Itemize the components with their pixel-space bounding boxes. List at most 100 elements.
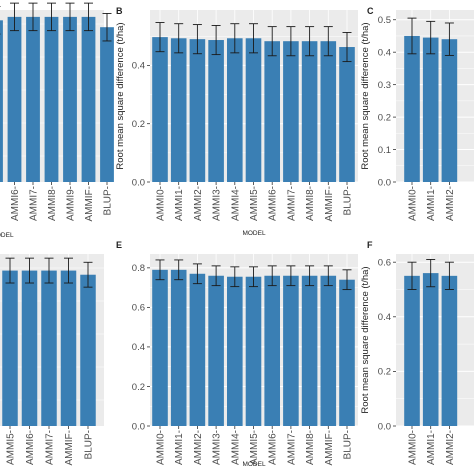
x-tick-label: AMMI6- — [268, 430, 279, 465]
y-axis-title: Root mean square difference (t/ha) — [360, 22, 371, 169]
x-tick-label: AMMI8- — [305, 186, 316, 221]
bar-blup — [339, 279, 355, 426]
bar-ammif — [320, 41, 337, 182]
x-tick-label: AMMI7- — [45, 430, 56, 465]
panel-letter: F — [367, 240, 373, 250]
bar-ammi0 — [404, 275, 420, 426]
y-tick-label: 0.0 — [378, 177, 391, 188]
bar-ammi1 — [170, 38, 187, 182]
x-tick-label: AMMI7- — [286, 186, 297, 221]
y-tick-label: 0.0 — [378, 421, 391, 432]
bar-ammi4 — [227, 276, 243, 426]
x-tick-label: AMMI2- — [445, 186, 456, 221]
x-tick-label: AMMI3- — [212, 186, 223, 221]
y-tick-label: 0.3 — [378, 80, 391, 91]
bar-ammi1 — [422, 37, 439, 183]
x-tick-label: AMMI4- — [230, 430, 241, 465]
bar-blup — [339, 47, 355, 182]
x-tick-label: AMMI0- — [156, 186, 167, 221]
x-tick-label: AMMI9- — [66, 186, 77, 221]
bar-ammi5 — [245, 38, 262, 182]
bar-ammi5 — [0, 20, 3, 182]
x-tick-label: AMMI0- — [408, 186, 419, 221]
bar-ammi1 — [170, 269, 187, 426]
y-tick-label: 0.6 — [132, 303, 145, 314]
panel-letter: B — [116, 6, 123, 16]
bar-ammi6 — [264, 275, 280, 426]
x-tick-label: AMMI5- — [0, 186, 3, 221]
x-tick-label: AMMI0- — [408, 430, 419, 465]
bar-ammi6 — [21, 270, 38, 426]
bar-ammi8 — [301, 275, 318, 426]
bar-ammi2 — [189, 39, 206, 182]
y-tick-label: 0.4 — [132, 61, 145, 72]
x-tick-label: AMMIF- — [324, 186, 335, 222]
bar-ammi6 — [7, 16, 22, 182]
x-tick-label: AMMI2- — [193, 430, 204, 465]
x-tick-label: AMMI1- — [174, 430, 185, 465]
bar-ammi7 — [283, 41, 299, 182]
x-tick-label: AMMI1- — [426, 186, 437, 221]
y-tick-label: 0.5 — [378, 15, 391, 26]
bar-ammi9 — [63, 16, 77, 182]
y-tick-label: 0.6 — [378, 257, 391, 268]
bar-ammi0 — [152, 269, 168, 426]
x-tick-label: AMMI5- — [249, 186, 260, 221]
panel-C: AMMI0- AMMI1- AMMI2- 0.0 0.1 0.2 0.3 0.4 0.5 Root… — [360, 6, 474, 221]
bar-ammi5 — [245, 276, 262, 426]
bar-ammif — [60, 270, 77, 426]
y-tick-label: 0.2 — [132, 382, 145, 393]
x-tick-label: AMMI1- — [174, 186, 185, 221]
bar-ammi1 — [422, 273, 439, 426]
x-tick-label: AMMI0- — [156, 430, 167, 465]
bar-ammi7 — [26, 16, 40, 182]
x-tick-label: AMMI5- — [249, 430, 260, 465]
x-tick-label: AMMIF- — [64, 430, 75, 466]
x-tick-label: AMMI1- — [426, 430, 437, 465]
x-tick-label: AMMI7- — [29, 186, 40, 221]
panel-F: AMMI0- AMMI1- AMMI2- 0.0 0.2 0.4 0.6 Root mean … — [360, 240, 474, 465]
y-tick-label: 0.4 — [378, 47, 391, 58]
y-tick-label: 0.1 — [378, 145, 391, 156]
x-tick-label: AMMI5- — [6, 430, 17, 465]
x-axis-title: MODEL — [242, 461, 266, 468]
bar-ammi3 — [208, 275, 224, 426]
panel-letter: C — [367, 6, 374, 16]
panel-letter: E — [116, 240, 122, 250]
panel-B: AMMI0- AMMI1- AMMI2- AMMI3- AMMI4- AMMI5- AMMI… — [115, 6, 358, 237]
x-tick-label: AMMI8- — [47, 186, 58, 221]
x-axis-title: MODEL — [0, 232, 14, 239]
x-tick-label: AMMI4- — [230, 186, 241, 221]
panel-D: AMMI5- AMMI6- AMMI7- AMMIF- BLUP- — [0, 254, 104, 466]
x-tick-label: BLUP- — [84, 430, 95, 459]
bar-ammi5 — [2, 270, 18, 426]
bar-ammi3 — [208, 40, 224, 183]
bar-ammi0 — [404, 35, 420, 182]
x-tick-label: AMMI8- — [305, 430, 316, 465]
bar-ammi8 — [301, 41, 318, 182]
y-axis-title: Root mean square difference (t/ha) — [115, 22, 126, 169]
bar-ammi2 — [441, 275, 458, 426]
bar-ammi8 — [44, 16, 59, 182]
bar-blup — [80, 274, 96, 426]
x-axis-title: MODEL — [242, 230, 266, 237]
y-tick-label: 0.0 — [132, 421, 145, 432]
x-tick-label: AMMI6- — [10, 186, 21, 221]
panel-E: AMMI0- AMMI1- AMMI2- AMMI3- AMMI4- AMMI5- AMMI… — [116, 240, 358, 468]
bar-ammi6 — [264, 41, 280, 182]
bar-ammif — [320, 275, 337, 426]
x-tick-label: AMMIF- — [324, 430, 335, 466]
x-tick-label: AMMIF- — [84, 186, 95, 222]
bar-ammi2 — [441, 39, 458, 182]
bar-ammi4 — [227, 38, 243, 182]
y-tick-label: 0.4 — [132, 342, 145, 353]
y-tick-label: 0.2 — [378, 367, 391, 378]
x-tick-label: AMMI7- — [286, 430, 297, 465]
y-tick-label: 0.2 — [378, 112, 391, 123]
x-tick-label: AMMI2- — [445, 430, 456, 465]
bar-blup — [100, 27, 114, 183]
y-tick-label: 0.0 — [132, 177, 145, 188]
y-tick-label: 0.4 — [378, 312, 391, 323]
bar-ammi7 — [41, 270, 57, 426]
